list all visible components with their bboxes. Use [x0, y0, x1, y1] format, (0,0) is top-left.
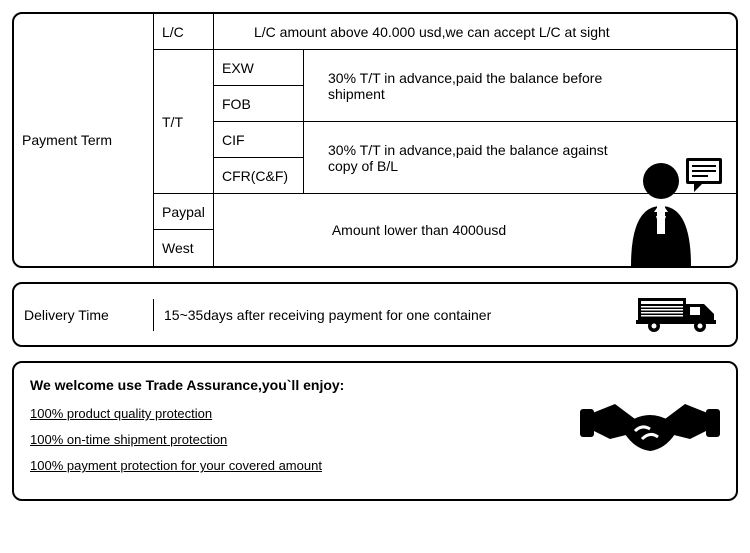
- lc-desc-cell: L/C amount above 40.000 usd,we can accep…: [214, 14, 736, 50]
- method-west-cell: West: [154, 230, 214, 266]
- sub-exw-cell: EXW: [214, 50, 304, 86]
- truck-icon-cell: [616, 284, 736, 345]
- assurance-line2: 100% on-time shipment protection: [30, 432, 227, 447]
- assurance-line1: 100% product quality protection: [30, 406, 212, 421]
- delivery-header: Delivery Time: [24, 307, 109, 323]
- tt-desc1-cell: 30% T/T in advance,paid the balance befo…: [304, 50, 736, 122]
- sub-fob-cell: FOB: [214, 86, 304, 122]
- delivery-row: Delivery Time 15~35days after receiving …: [14, 284, 736, 345]
- assurance-text-block: We welcome use Trade Assurance,you`ll en…: [30, 377, 344, 483]
- payment-term-header: Payment Term: [22, 132, 112, 148]
- method-tt-cell: T/T: [154, 50, 214, 194]
- sub-cif-cell: CIF: [214, 122, 304, 158]
- payment-term-header-cell: Payment Term: [14, 14, 154, 266]
- assurance-line3: 100% payment protection for your covered…: [30, 458, 322, 473]
- method-west: West: [162, 240, 194, 256]
- handshake-icon-wrap: [580, 379, 720, 482]
- delivery-header-cell: Delivery Time: [14, 299, 154, 331]
- method-tt: T/T: [162, 114, 183, 130]
- truck-icon: [636, 292, 726, 334]
- method-paypal: Paypal: [162, 204, 205, 220]
- delivery-desc: 15~35days after receiving payment for on…: [164, 307, 491, 323]
- assurance-panel: We welcome use Trade Assurance,you`ll en…: [12, 361, 738, 501]
- lc-desc: L/C amount above 40.000 usd,we can accep…: [254, 24, 610, 40]
- delivery-desc-cell: 15~35days after receiving payment for on…: [154, 299, 616, 331]
- delivery-panel: Delivery Time 15~35days after receiving …: [12, 282, 738, 347]
- method-lc: L/C: [162, 24, 184, 40]
- sub-cif: CIF: [222, 132, 245, 148]
- businessman-icon: [616, 146, 726, 266]
- method-lc-cell: L/C: [154, 14, 214, 50]
- sub-exw: EXW: [222, 60, 254, 76]
- low-amount-desc: Amount lower than 4000usd: [332, 222, 506, 238]
- tt-desc1: 30% T/T in advance,paid the balance befo…: [328, 70, 616, 102]
- handshake-icon: [580, 379, 720, 479]
- sub-cfr-cell: CFR(C&F): [214, 158, 304, 194]
- sub-cfr: CFR(C&F): [222, 168, 288, 184]
- tt-desc2: 30% T/T in advance,paid the balance agai…: [328, 142, 616, 174]
- payment-term-panel: Payment Term L/C L/C amount above 40.000…: [12, 12, 738, 268]
- sub-fob: FOB: [222, 96, 251, 112]
- assurance-content: We welcome use Trade Assurance,you`ll en…: [14, 363, 736, 499]
- assurance-intro: We welcome use Trade Assurance,you`ll en…: [30, 377, 344, 393]
- method-paypal-cell: Paypal: [154, 194, 214, 230]
